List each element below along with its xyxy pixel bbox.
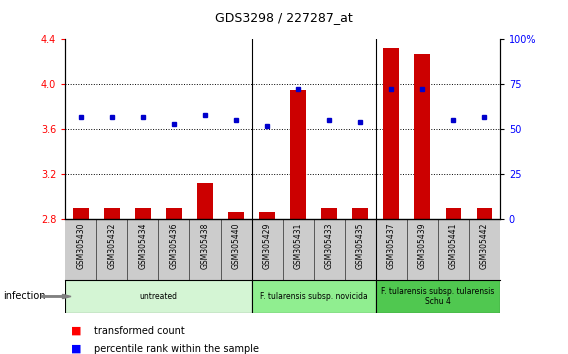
Text: F. tularensis subsp. novicida: F. tularensis subsp. novicida [260, 292, 367, 301]
Bar [383, 48, 399, 219]
Bar [197, 183, 213, 219]
Text: GSM305433: GSM305433 [325, 222, 333, 269]
Text: percentile rank within the sample: percentile rank within the sample [94, 344, 258, 354]
Bar [135, 208, 151, 219]
Bar [445, 208, 461, 219]
Text: GDS3298 / 227287_at: GDS3298 / 227287_at [215, 11, 353, 24]
Bar [104, 208, 120, 219]
Text: GSM305441: GSM305441 [449, 222, 458, 269]
Text: GSM305440: GSM305440 [232, 222, 240, 269]
Text: GSM305439: GSM305439 [417, 222, 427, 269]
Text: ■: ■ [71, 344, 81, 354]
Text: GSM305437: GSM305437 [387, 222, 396, 269]
Text: GSM305432: GSM305432 [107, 222, 116, 269]
Bar [321, 208, 337, 219]
Bar [415, 53, 430, 219]
Text: F. tularensis subsp. tularensis
Schu 4: F. tularensis subsp. tularensis Schu 4 [381, 287, 495, 306]
Bar [65, 280, 252, 313]
Bar [260, 212, 275, 219]
Text: GSM305434: GSM305434 [139, 222, 148, 269]
Text: ■: ■ [71, 326, 81, 336]
Text: GSM305438: GSM305438 [201, 222, 210, 269]
Bar [477, 208, 492, 219]
Text: GSM305430: GSM305430 [76, 222, 85, 269]
Bar [290, 90, 306, 219]
Text: GSM305435: GSM305435 [356, 222, 365, 269]
Bar [166, 208, 182, 219]
Bar [375, 280, 500, 313]
Text: GSM305431: GSM305431 [294, 222, 303, 269]
Text: infection: infection [3, 291, 45, 302]
Bar [352, 208, 368, 219]
Bar [73, 208, 89, 219]
Text: GSM305436: GSM305436 [169, 222, 178, 269]
Text: untreated: untreated [139, 292, 177, 301]
Bar [252, 280, 375, 313]
Bar [228, 212, 244, 219]
Text: GSM305429: GSM305429 [262, 222, 272, 269]
Text: transformed count: transformed count [94, 326, 185, 336]
Text: GSM305442: GSM305442 [480, 222, 489, 269]
